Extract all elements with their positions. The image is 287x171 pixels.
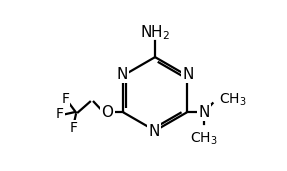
Text: F: F [70,121,78,135]
Text: N: N [117,67,128,82]
Text: N: N [199,105,210,120]
Text: NH$_2$: NH$_2$ [140,24,170,42]
Text: F: F [61,92,69,106]
Text: O: O [101,105,113,120]
Text: CH$_3$: CH$_3$ [190,130,218,147]
Text: N: N [148,124,160,139]
Text: F: F [56,107,64,121]
Text: CH$_3$: CH$_3$ [219,92,247,108]
Text: N: N [182,67,194,82]
